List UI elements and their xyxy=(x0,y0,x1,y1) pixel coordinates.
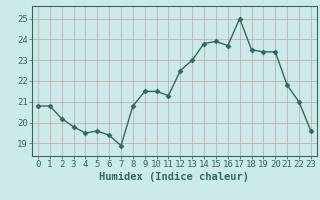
X-axis label: Humidex (Indice chaleur): Humidex (Indice chaleur) xyxy=(100,172,249,182)
